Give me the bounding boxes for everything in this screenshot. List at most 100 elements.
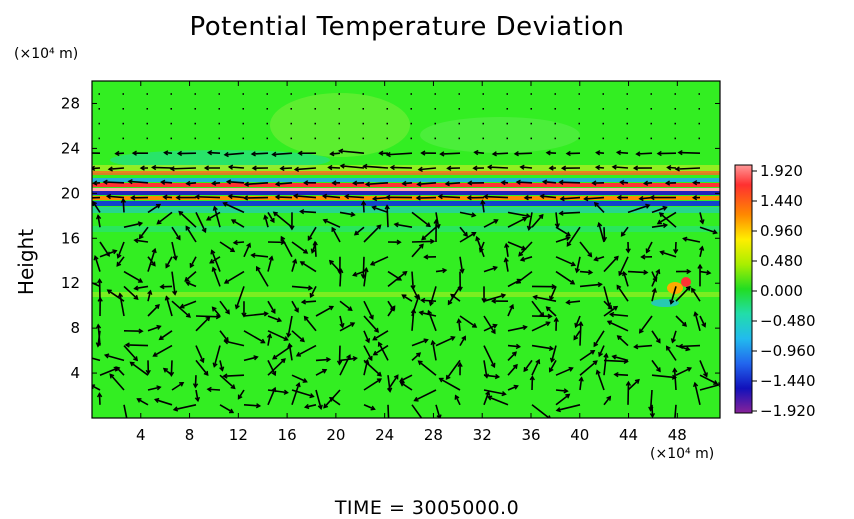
wind-arrow-head	[321, 193, 328, 199]
colorbar	[734, 164, 753, 414]
wind-arrow-head	[96, 392, 103, 398]
wind-arrow-head	[522, 216, 528, 222]
wind-arrow-head	[509, 303, 515, 310]
wind-arrow	[189, 256, 197, 268]
wind-arrow-head	[328, 396, 335, 402]
wind-arrow-head	[669, 299, 675, 305]
wind-arrow-head	[446, 165, 452, 171]
wind-arrow-head	[194, 396, 201, 403]
wind-arrow	[440, 152, 461, 155]
wind-arrow	[598, 345, 605, 357]
wind-arrow-head	[416, 352, 422, 358]
wind-arrow	[123, 285, 139, 300]
wind-arrow	[400, 381, 413, 391]
wind-arrow	[370, 256, 389, 266]
wind-arrow-head	[466, 195, 472, 201]
wind-arrow	[531, 344, 553, 350]
wind-arrow-head	[105, 193, 112, 200]
wind-arrow-head	[712, 229, 718, 235]
field-band	[92, 165, 720, 173]
y-tick-label: 4	[70, 364, 80, 382]
wind-arrow-head	[402, 270, 408, 276]
wind-arrow	[147, 386, 161, 391]
wind-arrow	[651, 330, 661, 343]
wind-arrow-head	[417, 360, 423, 366]
wind-arrow	[394, 223, 413, 228]
wind-arrow	[153, 344, 173, 357]
wind-arrow-head	[416, 181, 422, 187]
wind-arrow-head	[367, 355, 373, 362]
wind-arrow	[459, 232, 476, 243]
wind-arrow	[92, 201, 101, 213]
wind-arrow-head	[593, 201, 599, 207]
wind-arrow	[363, 330, 370, 343]
wind-arrow	[211, 250, 221, 272]
wind-arrow-head	[485, 390, 491, 396]
wind-arrow-head	[515, 179, 521, 185]
wind-arrow	[273, 211, 293, 228]
wind-arrow-head	[312, 240, 318, 246]
wind-arrow	[243, 330, 265, 344]
wind-arrow-head	[156, 219, 162, 225]
wind-arrow	[411, 243, 424, 258]
wind-arrow-head	[185, 312, 191, 318]
wind-arrow-head	[350, 322, 356, 327]
wind-arrow	[137, 398, 149, 406]
wind-arrow	[251, 254, 269, 258]
wind-arrow	[660, 251, 677, 258]
wind-arrow-head	[295, 381, 301, 388]
wind-arrow-head	[677, 343, 684, 350]
wind-arrow-head	[438, 377, 444, 383]
wind-arrow-head	[480, 199, 486, 205]
wind-arrow	[603, 396, 611, 406]
wind-arrow-head	[518, 251, 524, 257]
wind-arrow-head	[625, 248, 631, 254]
wind-arrow	[243, 312, 268, 317]
wind-arrow	[543, 180, 557, 184]
wind-arrow	[276, 182, 293, 186]
wind-arrow	[614, 373, 629, 376]
wind-arrow-head	[560, 165, 567, 171]
wind-arrow	[483, 345, 496, 368]
wind-arrow-head	[223, 339, 229, 345]
wind-arrow	[555, 393, 570, 406]
wind-arrow	[603, 256, 619, 273]
wind-arrow	[414, 389, 437, 402]
wind-arrow-head	[292, 258, 298, 264]
wind-arrow	[291, 389, 314, 398]
wind-arrow-head	[243, 181, 250, 187]
wind-arrow	[559, 181, 581, 184]
wind-arrow-head	[371, 195, 378, 202]
wind-arrow-head	[597, 281, 603, 288]
wind-arrow	[170, 167, 197, 170]
wind-arrow-head	[620, 231, 626, 237]
wind-arrow-head	[535, 358, 541, 365]
wind-arrow-head	[295, 351, 302, 357]
wind-arrow-head	[223, 279, 230, 284]
wind-arrow	[267, 334, 271, 346]
wind-arrow	[243, 404, 260, 407]
wind-arrow-head	[271, 386, 277, 393]
wind-arrow-head	[322, 368, 328, 374]
wind-arrow	[228, 195, 245, 199]
wind-arrow-head	[473, 149, 479, 156]
wind-arrow	[309, 286, 317, 298]
wind-arrow-head	[227, 193, 233, 200]
wind-arrow-head	[706, 270, 712, 276]
wind-arrow	[427, 310, 437, 332]
wind-arrow-head	[422, 420, 426, 424]
wind-arrow	[171, 382, 184, 391]
wind-arrow-head	[492, 323, 498, 329]
wind-arrow	[481, 200, 485, 213]
wind-arrow-head	[513, 151, 519, 157]
wind-arrow-head	[331, 226, 337, 232]
wind-arrow-head	[691, 287, 696, 293]
wind-arrow	[429, 286, 437, 306]
wind-arrow	[330, 152, 341, 155]
field-band	[92, 292, 720, 297]
wind-arrow	[287, 315, 293, 337]
wind-arrow-head	[215, 314, 222, 320]
wind-arrow-head	[232, 239, 238, 246]
wind-arrow	[363, 404, 375, 410]
wind-arrow-head	[116, 253, 122, 259]
